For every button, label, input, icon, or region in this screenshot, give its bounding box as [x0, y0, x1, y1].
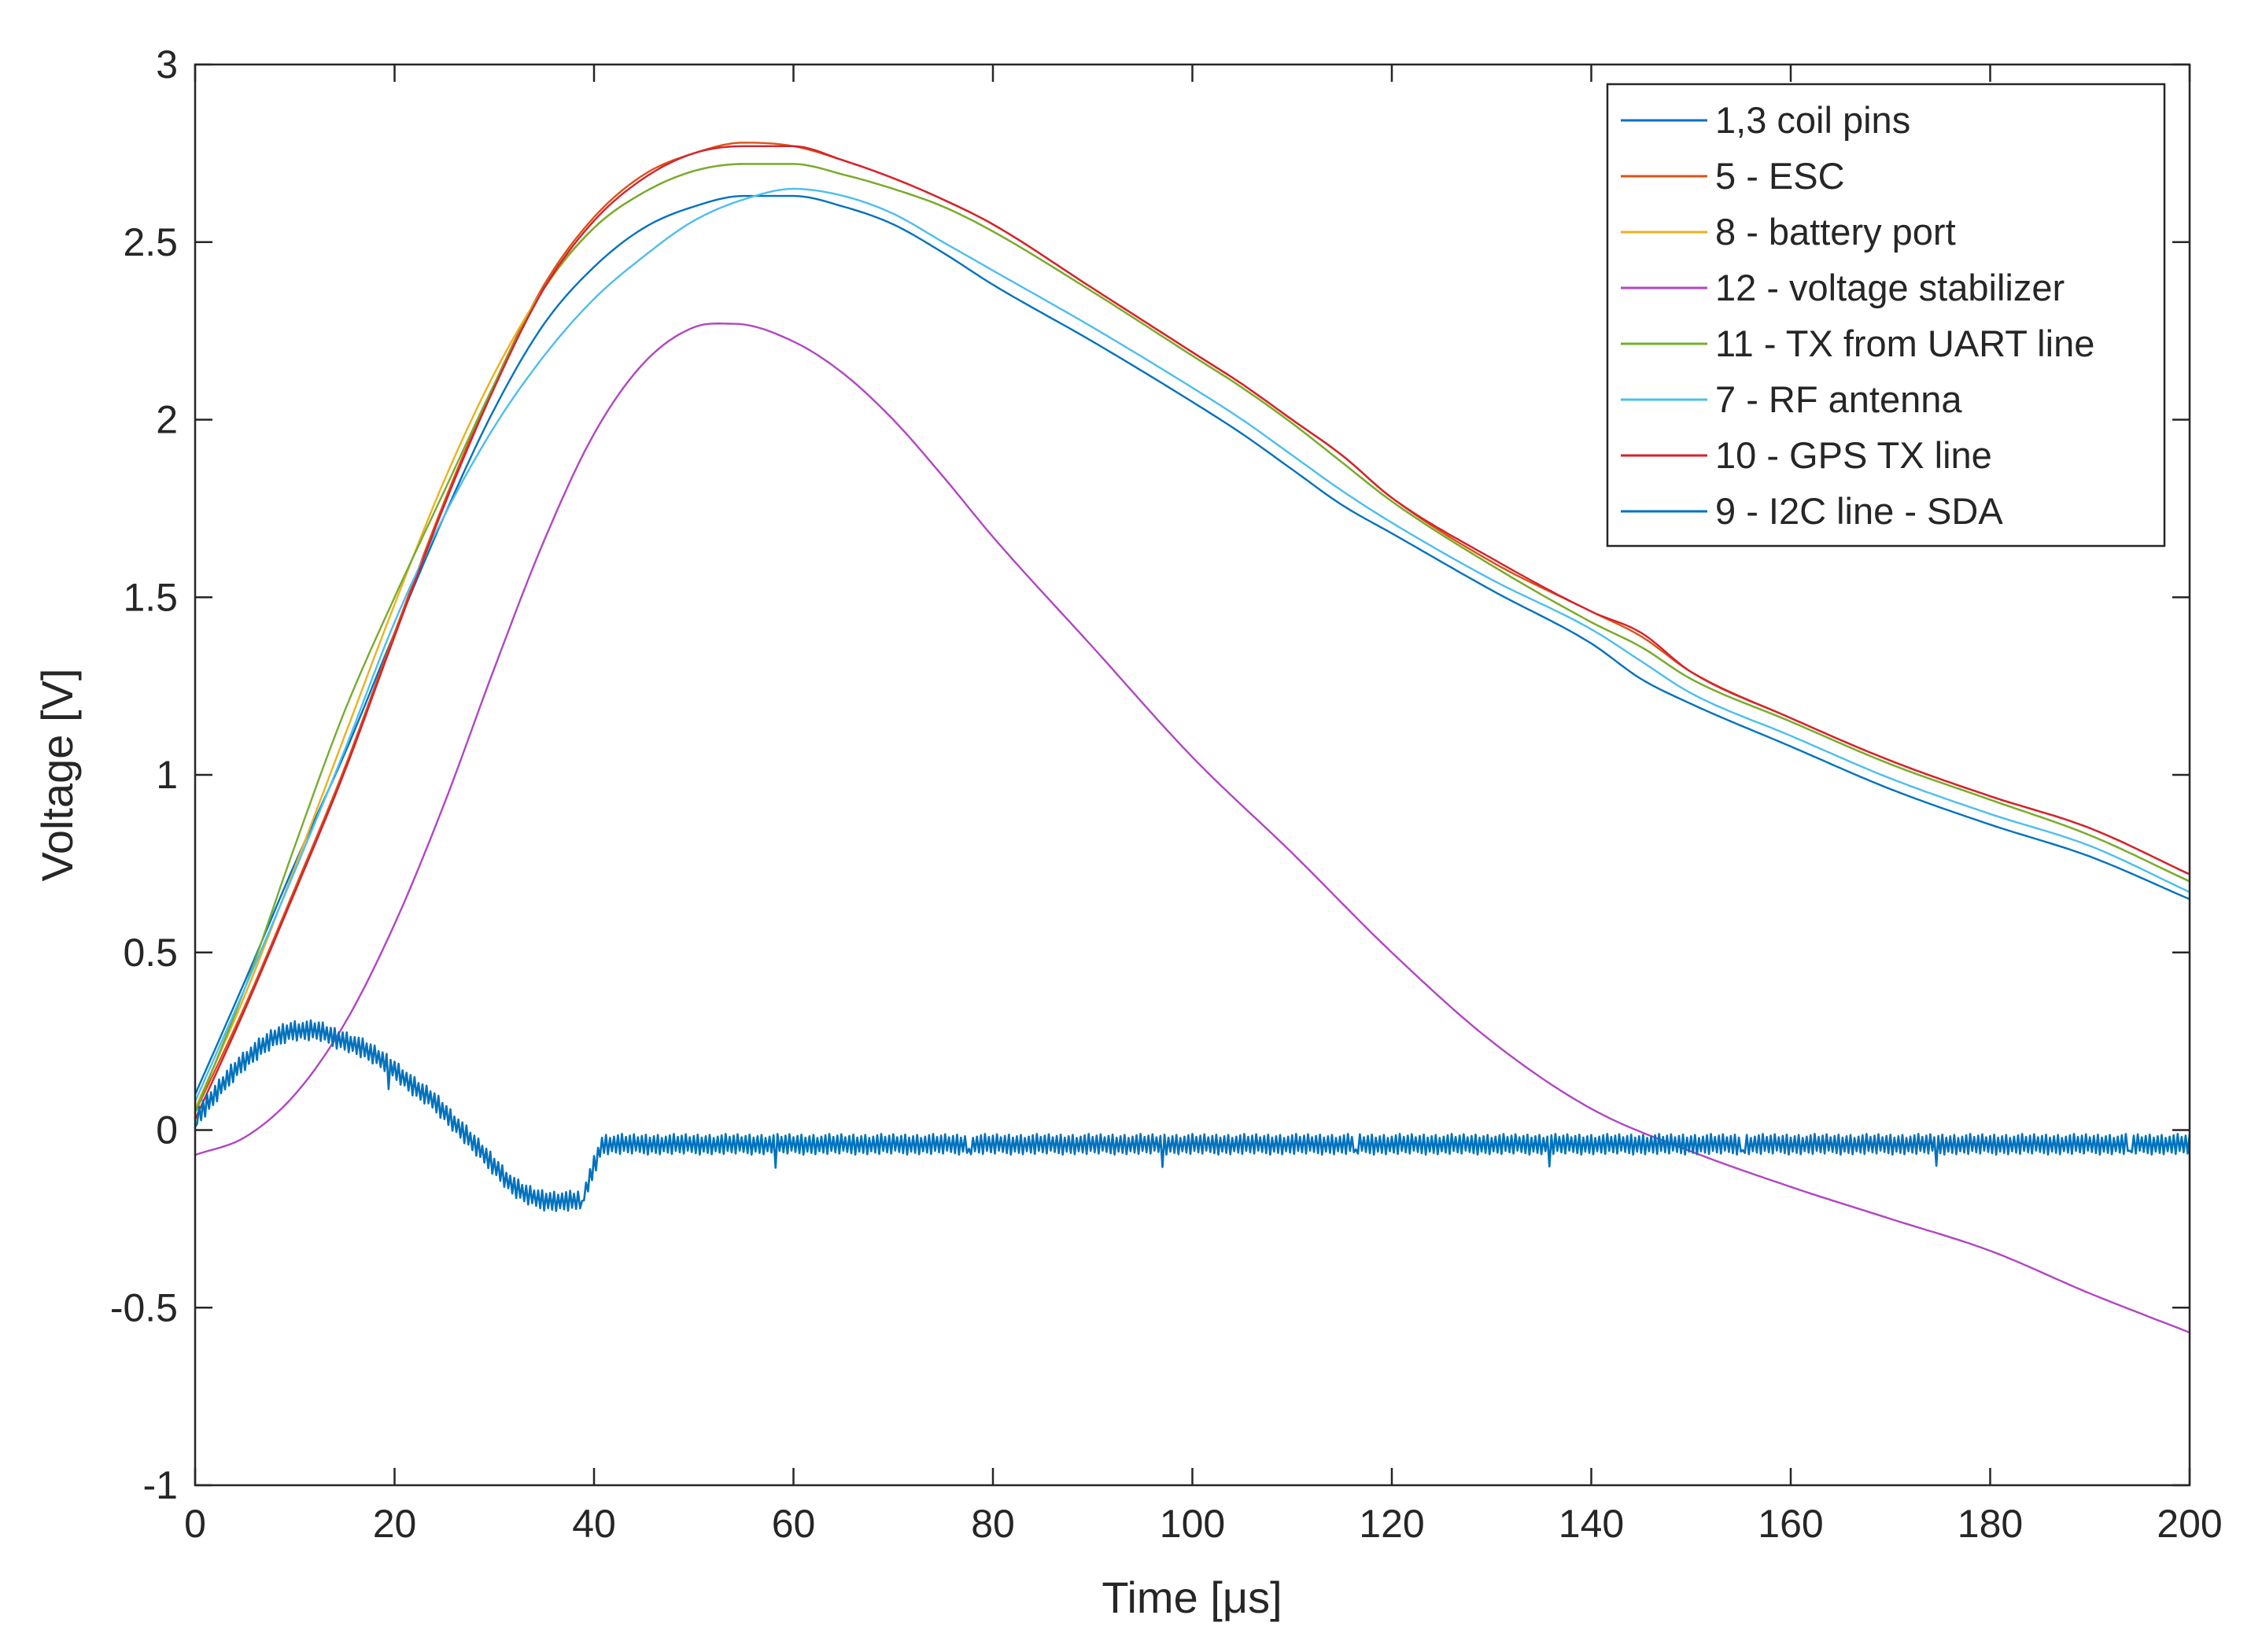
legend-label: 8 - battery port	[1715, 211, 1956, 253]
y-tick-label: -1	[143, 1463, 178, 1507]
legend-label: 7 - RF antenna	[1715, 378, 1962, 420]
legend-items: 1,3 coil pins 5 - ESC 8 - battery port 12 -…	[1621, 99, 2094, 532]
y-tick-label: 2	[156, 398, 178, 442]
x-tick-label: 180	[1958, 1502, 2023, 1546]
ticks-layer: 0 20 40 60 80 100 120 140 160 180 200 -1 -0.5 0 0.5 1 1.…	[110, 42, 2223, 1546]
legend-label: 12 - voltage stabilizer	[1715, 267, 2065, 308]
x-tick-label: 100	[1160, 1502, 1225, 1546]
y-tick-label: 1	[156, 753, 178, 797]
series-line-7	[194, 1019, 2191, 1212]
series-line-6	[194, 145, 2190, 1120]
series-line-3	[194, 323, 2190, 1334]
x-tick-label: 0	[184, 1502, 206, 1546]
legend-label: 5 - ESC	[1715, 155, 1845, 197]
x-tick-label: 200	[2157, 1502, 2222, 1546]
x-tick-label: 160	[1758, 1502, 1823, 1546]
y-tick-label: 3	[156, 42, 178, 87]
series-layer	[194, 142, 2191, 1334]
x-tick-label: 80	[971, 1502, 1015, 1546]
y-axis-label: Voltage [V]	[32, 669, 82, 882]
legend-label: 11 - TX from UART line	[1715, 323, 2094, 364]
series-line-0	[194, 194, 2190, 1095]
legend-box	[1606, 83, 2166, 548]
y-tick-label: 1.5	[123, 575, 178, 619]
y-tick-label: 0.5	[123, 931, 178, 975]
x-tick-label: 40	[572, 1502, 616, 1546]
legend: 1,3 coil pins 5 - ESC 8 - battery port 12 -…	[1606, 83, 2166, 548]
x-tick-label: 60	[772, 1502, 816, 1546]
y-tick-label: 0	[156, 1108, 178, 1152]
x-tick-label: 140	[1559, 1502, 1624, 1546]
series-line-5	[194, 187, 2190, 1102]
y-tick-label: -0.5	[110, 1285, 178, 1329]
x-tick-label: 120	[1359, 1502, 1424, 1546]
x-axis-label: Time [μs]	[1102, 1573, 1282, 1622]
x-tick-label: 20	[373, 1502, 417, 1546]
y-tick-label: 2.5	[123, 220, 178, 264]
legend-label: 9 - I2C line - SDA	[1715, 490, 2003, 532]
legend-label: 10 - GPS TX line	[1715, 434, 1992, 476]
legend-label: 1,3 coil pins	[1715, 99, 1910, 141]
